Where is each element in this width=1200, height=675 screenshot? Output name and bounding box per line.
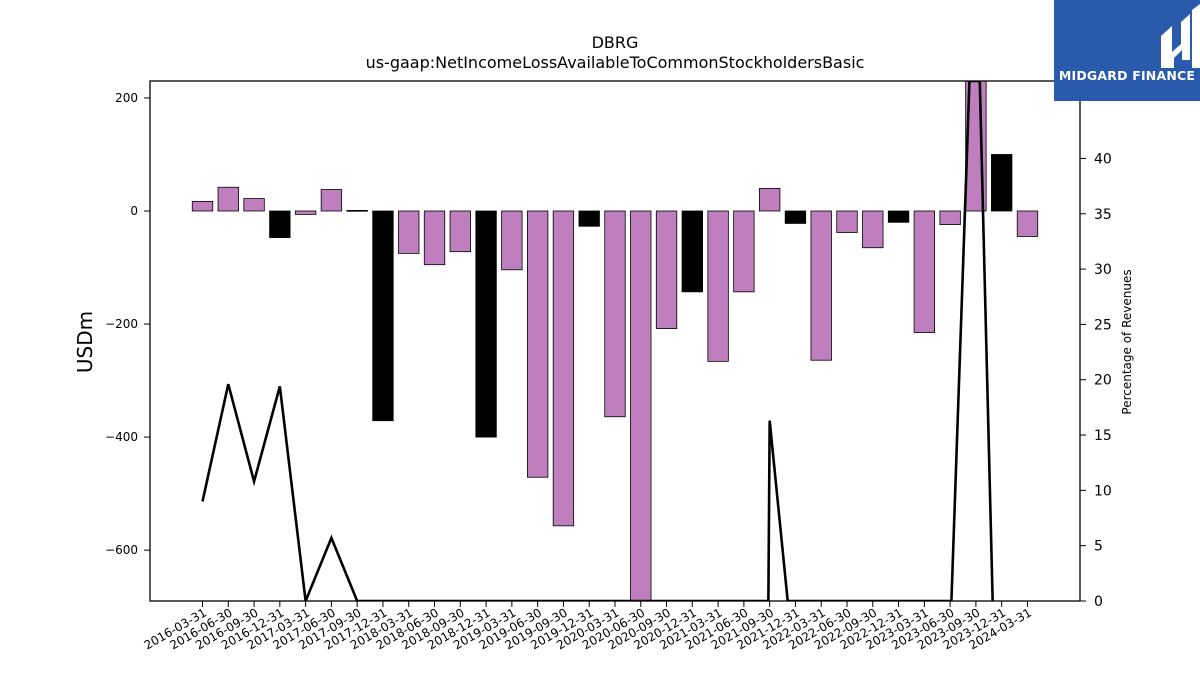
bar-2020-06-30 <box>630 210 652 601</box>
bar-2019-12-31 <box>578 210 600 227</box>
bar-2022-06-30 <box>836 210 858 233</box>
bar-2018-06-30 <box>423 210 446 266</box>
bar-2023-06-30 <box>939 210 961 225</box>
y2-tick-label: 5 <box>1094 539 1103 555</box>
y2-tick-label: 40 <box>1094 151 1112 167</box>
y-axis-label: USDm <box>73 311 97 373</box>
y-tick-label: −400 <box>105 430 138 444</box>
bar-2018-03-31 <box>398 210 420 254</box>
bar-2016-03-31 <box>191 200 214 212</box>
bar-2020-12-31 <box>681 210 703 293</box>
bar-2021-09-30 <box>759 187 781 212</box>
y2-tick-label: 15 <box>1094 428 1112 444</box>
y-tick-label: 200 <box>115 91 138 105</box>
midgard-m-logo-icon <box>1161 4 1200 68</box>
bar-2021-12-31 <box>784 210 807 224</box>
line-group <box>201 81 994 601</box>
brand-name: MIDGARD FINANCE <box>1058 68 1196 83</box>
bar-2023-03-31 <box>913 210 935 333</box>
bar-2023-12-31 <box>991 154 1013 212</box>
bar-2022-03-31 <box>810 210 832 361</box>
bar-2016-06-30 <box>217 186 239 212</box>
y2-tick-label: 10 <box>1094 483 1112 499</box>
bar-2017-09-30 <box>346 210 368 212</box>
bar-2019-06-30 <box>526 210 549 478</box>
chart-subtitle: us-gaap:NetIncomeLossAvailableToCommonSt… <box>366 53 865 72</box>
bar-2019-09-30 <box>552 210 575 527</box>
chart-title: DBRG <box>592 33 639 52</box>
bar-2016-09-30 <box>243 198 265 212</box>
y2-tick-label: 25 <box>1094 317 1112 333</box>
bar-2021-03-31 <box>707 210 729 362</box>
y-axis-ticks: 200 0 −200 −400 −600 <box>105 91 150 557</box>
bar-2022-09-30 <box>862 210 884 249</box>
y2-tick-label: 0 <box>1094 594 1103 610</box>
y-tick-label: −200 <box>105 317 138 331</box>
bar-2017-12-31 <box>372 210 394 422</box>
bar-2017-03-31 <box>294 210 317 215</box>
bar-2018-09-30 <box>449 210 471 253</box>
y-tick-label: −600 <box>105 543 138 557</box>
bar-2016-12-31 <box>269 210 291 238</box>
bar-2017-06-30 <box>320 189 343 212</box>
bar-2021-06-30 <box>733 210 755 293</box>
bar-2020-03-31 <box>604 210 626 418</box>
y2-tick-label: 20 <box>1094 373 1112 389</box>
bar-2018-12-31 <box>475 210 497 438</box>
bar-2019-03-31 <box>501 210 523 271</box>
bar-2022-12-31 <box>887 210 910 223</box>
brand-logo: MIDGARD FINANCE <box>1054 0 1200 101</box>
y2-tick-label: 30 <box>1094 262 1112 278</box>
bar-2020-09-30 <box>655 210 678 329</box>
x-axis-ticks: 2016-03-312016-06-302016-09-302016-12-31… <box>142 601 1034 652</box>
bar-2024-03-31 <box>1016 210 1039 237</box>
y2-axis-ticks: 0 5 10 15 20 25 30 35 40 <box>1080 151 1112 610</box>
y2-axis-label: Percentage of Revenues <box>1120 269 1134 414</box>
y2-tick-label: 35 <box>1094 207 1112 223</box>
y-tick-label: 0 <box>130 204 138 218</box>
bars-group <box>191 81 1039 601</box>
percentage-line <box>201 81 994 601</box>
